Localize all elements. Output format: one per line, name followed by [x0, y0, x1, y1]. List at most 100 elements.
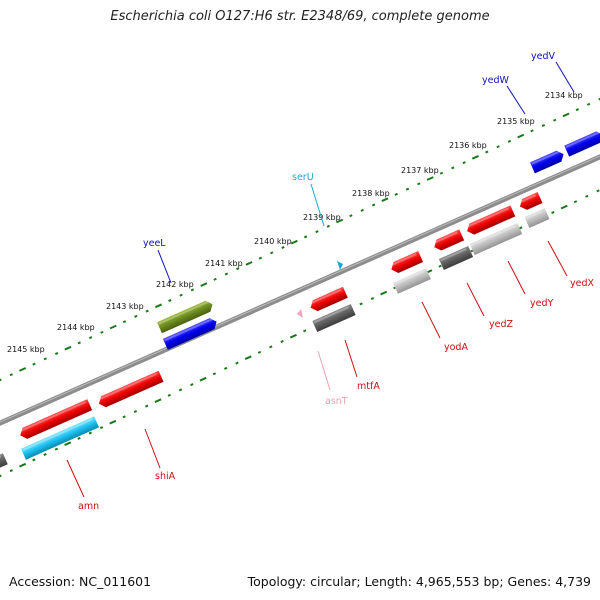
upper-track-minor-tick [224, 272, 229, 276]
upper-track-minor-tick [507, 139, 512, 143]
gene-block-edge[interactable] [0, 453, 8, 471]
upper-track-major-tick [426, 176, 434, 181]
upper-track-minor-tick [553, 118, 557, 122]
gene-leader-line [310, 183, 325, 227]
lower-track-minor-tick [269, 345, 273, 349]
lower-track-major-tick [244, 355, 252, 360]
lower-track-major-tick [64, 441, 72, 446]
gene-block-yedY-rna[interactable] [469, 222, 523, 256]
upper-track-major-tick [200, 282, 208, 287]
upper-track-minor-tick [77, 341, 81, 345]
lower-track-minor-tick [235, 361, 239, 365]
gene-block-amn[interactable] [18, 399, 93, 441]
upper-track-minor-tick [281, 246, 285, 249]
gene-label-yedW[interactable]: yedW [482, 75, 509, 86]
gene-block-yedW[interactable] [530, 149, 566, 174]
gene-block-yedZ-rna[interactable] [438, 246, 474, 270]
upper-track-major-tick [562, 112, 570, 118]
gene-label-amn[interactable]: amn [78, 501, 99, 512]
gene-block-yedX[interactable] [518, 192, 543, 212]
upper-track-minor-tick [190, 288, 195, 292]
gene-block-yedY[interactable] [465, 205, 516, 236]
upper-track-minor-tick [349, 214, 353, 218]
gene-label-yedY[interactable]: yedY [530, 298, 553, 309]
gene-label-mtfA[interactable]: mtfA [357, 381, 380, 392]
upper-track-minor-tick [326, 224, 330, 228]
accession-label: Accession: NC_011601 [9, 574, 152, 589]
upper-track-major-tick [336, 218, 344, 224]
upper-track-minor-tick [462, 161, 466, 165]
upper-track-major-tick [517, 133, 525, 139]
upper-track-minor-tick [122, 320, 127, 324]
gene-label-shiA[interactable]: shiA [155, 471, 176, 482]
gene-block-yodA-rna[interactable] [393, 268, 431, 294]
gene-block-shiA[interactable] [96, 370, 164, 410]
upper-track-minor-tick [575, 108, 579, 112]
upper-track-minor-tick [417, 182, 421, 186]
upper-track-minor-tick [405, 187, 410, 191]
genome-backbone [0, 154, 600, 426]
gene-block-yeeL[interactable] [162, 316, 219, 350]
gene-block-yedV[interactable] [564, 129, 600, 157]
upper-track-minor-tick [315, 230, 319, 234]
gene-leader-line [466, 282, 485, 317]
upper-track-minor-tick [541, 124, 546, 127]
lower-track-minor-tick [178, 388, 183, 392]
gene-block-amn-rna[interactable] [21, 416, 99, 460]
gene-label-yedV[interactable]: yedV [531, 51, 555, 62]
gene-leader-line [66, 459, 85, 498]
lower-track-minor-tick [551, 211, 555, 214]
upper-track-minor-tick [236, 267, 240, 271]
upper-track-minor-tick [598, 97, 600, 101]
gene-leader-line [555, 61, 575, 93]
gene-block-yedX-rna[interactable] [524, 208, 550, 228]
upper-track-major-tick [64, 345, 72, 351]
lower-track-minor-tick [257, 350, 262, 354]
trna-marker-asnT[interactable] [297, 309, 303, 318]
upper-track-minor-tick [360, 208, 364, 212]
lower-track-minor-tick [212, 372, 217, 376]
gene-label-yedZ[interactable]: yedZ [489, 319, 513, 330]
upper-track-minor-tick [439, 171, 444, 175]
gene-label-yeeL[interactable]: yeeL [143, 238, 166, 249]
gene-leader-line [144, 428, 161, 469]
gene-block-yodA[interactable] [389, 251, 424, 275]
gene-leader-line [157, 249, 172, 284]
gene-leader-line [421, 301, 441, 339]
upper-track-minor-tick [270, 251, 274, 255]
upper-track-major-tick [381, 197, 389, 202]
upper-track-major-tick [19, 367, 27, 372]
gene-label-asnT[interactable]: asnT [325, 396, 348, 407]
gene-label-yedX[interactable]: yedX [570, 278, 594, 289]
lower-track-minor-tick [359, 302, 363, 306]
gene-block-yedZ[interactable] [432, 229, 465, 252]
lower-track-minor-tick [573, 200, 578, 204]
upper-track-minor-tick [43, 357, 47, 361]
upper-track-minor-tick [0, 378, 2, 382]
gene-label-serU[interactable]: serU [292, 172, 314, 183]
upper-track-minor-tick [213, 277, 217, 281]
upper-track-major-tick [245, 261, 253, 266]
lower-track-minor-tick [167, 393, 171, 397]
gene-block-yeeL-pseudo[interactable] [157, 299, 215, 334]
upper-track-minor-tick [394, 192, 398, 196]
lower-track-minor-tick [122, 415, 126, 419]
upper-track-minor-tick [134, 314, 138, 318]
gene-block-mtfA[interactable] [308, 286, 348, 313]
lower-track-minor-tick [133, 410, 138, 413]
upper-track-minor-tick [32, 362, 36, 366]
kbp-tick-label: 2138 kbp [352, 189, 390, 198]
gene-block-mtfA-rna[interactable] [312, 303, 356, 333]
upper-track-minor-tick [88, 336, 93, 340]
upper-track-minor-tick [9, 373, 13, 377]
lower-track-minor-tick [0, 474, 2, 478]
kbp-tick-label: 2134 kbp [545, 91, 583, 100]
gene-label-yodA[interactable]: yodA [444, 342, 468, 353]
upper-track-minor-tick [54, 352, 59, 355]
trna-marker-serU[interactable] [337, 261, 343, 270]
kbp-tick-label: 2137 kbp [401, 166, 439, 175]
upper-track-minor-tick [530, 129, 534, 133]
lower-track-minor-tick [32, 458, 36, 462]
